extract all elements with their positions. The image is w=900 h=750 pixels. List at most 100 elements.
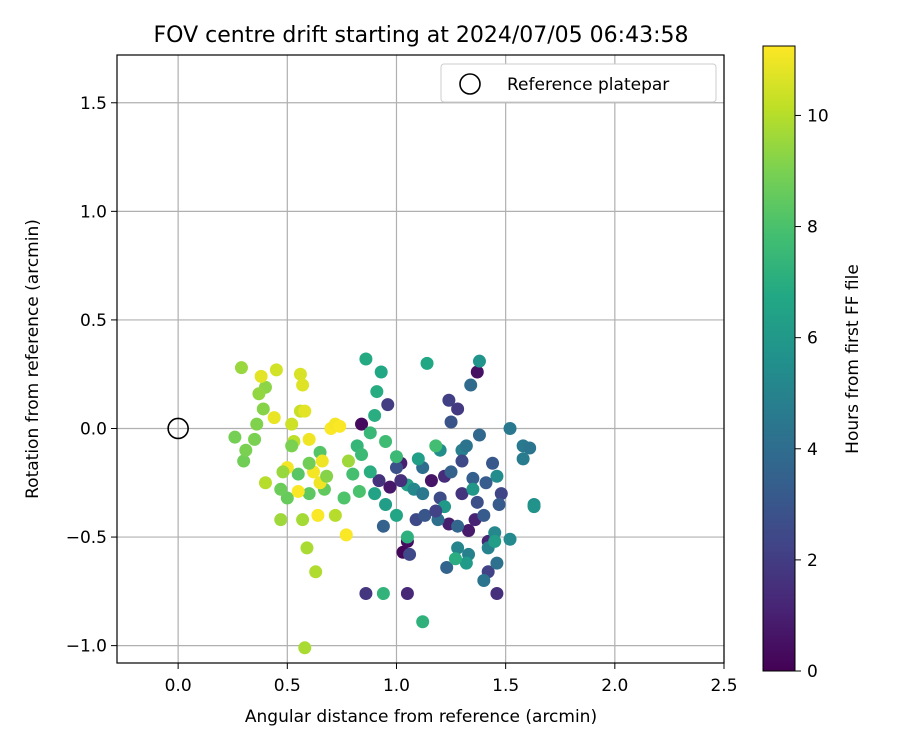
data-point <box>464 378 478 392</box>
data-point <box>486 456 500 470</box>
data-point <box>372 474 386 488</box>
grid <box>117 55 725 663</box>
data-point <box>274 482 288 496</box>
reference-marker <box>167 417 189 440</box>
legend-entry-label: Reference platepar <box>507 75 669 95</box>
data-point <box>300 541 314 555</box>
data-point <box>302 456 316 470</box>
data-point <box>494 487 508 501</box>
data-point <box>420 356 434 370</box>
data-point <box>424 474 438 488</box>
data-point <box>234 361 248 375</box>
reference-point <box>167 417 189 440</box>
data-point <box>479 476 493 490</box>
data-point <box>309 565 323 579</box>
y-tick-label: 1.5 <box>80 94 107 114</box>
data-point <box>516 452 530 466</box>
data-point <box>258 476 272 490</box>
data-point <box>503 532 517 546</box>
y-tick-label: −0.5 <box>66 528 107 548</box>
colorbar-tick-label: 10 <box>807 106 829 126</box>
data-point <box>383 480 397 494</box>
data-point <box>492 497 506 511</box>
y-tick-label: −1.0 <box>66 637 107 657</box>
data-point <box>389 508 403 522</box>
colorbar-tick-label: 4 <box>807 440 818 460</box>
data-point <box>285 417 299 431</box>
data-point <box>466 482 480 496</box>
x-tick-label: 2.0 <box>601 676 628 696</box>
data-point <box>416 487 430 501</box>
data-point <box>302 432 316 446</box>
data-point <box>302 487 316 501</box>
data-point <box>490 587 504 601</box>
data-point <box>429 439 443 453</box>
data-point <box>451 402 465 416</box>
data-point <box>472 354 486 368</box>
data-point <box>448 552 462 566</box>
data-point <box>470 495 484 509</box>
data-point <box>337 491 351 505</box>
data-point <box>333 419 347 433</box>
data-point <box>503 421 517 435</box>
data-point <box>359 587 373 601</box>
data-point <box>296 513 310 527</box>
data-point <box>311 508 325 522</box>
data-point <box>359 352 373 366</box>
colorbar-gradient <box>762 45 796 672</box>
x-tick-label: 0.0 <box>165 676 192 696</box>
data-point <box>274 513 288 527</box>
data-point <box>267 411 281 425</box>
data-point <box>470 365 484 379</box>
data-point <box>355 448 369 462</box>
data-point <box>403 547 417 561</box>
data-point <box>527 500 541 514</box>
data-point <box>237 454 251 468</box>
data-point <box>411 452 425 466</box>
data-point <box>368 408 382 422</box>
data-point <box>451 519 465 533</box>
data-point <box>462 524 476 538</box>
data-point <box>389 450 403 464</box>
data-point <box>298 641 312 655</box>
data-point <box>389 461 403 475</box>
colorbar-tick-label: 6 <box>807 329 818 349</box>
data-point <box>370 385 384 399</box>
colorbar: 0 2 4 6 8 10 Hours from first FF file <box>762 45 863 682</box>
data-point <box>374 365 388 379</box>
data-point <box>490 469 504 483</box>
data-point <box>466 471 480 485</box>
data-point <box>376 519 390 533</box>
data-point <box>254 369 268 383</box>
data-point <box>379 497 393 511</box>
data-point <box>444 415 458 429</box>
data-point <box>472 428 486 442</box>
data-point <box>352 484 366 498</box>
data-point <box>276 465 290 479</box>
data-point <box>363 465 377 479</box>
colorbar-tick-label: 8 <box>807 218 818 238</box>
y-tick-label: 0.0 <box>80 419 107 439</box>
data-point <box>291 484 305 498</box>
data-point <box>444 465 458 479</box>
data-point <box>269 363 283 377</box>
data-point <box>228 430 242 444</box>
data-point <box>368 487 382 501</box>
data-point <box>429 504 443 518</box>
data-point <box>315 454 329 468</box>
data-point <box>451 541 465 555</box>
x-tick-label: 2.5 <box>710 676 737 696</box>
legend-marker-icon <box>459 73 481 95</box>
data-point <box>394 474 408 488</box>
data-point <box>346 467 360 481</box>
data-point <box>293 367 307 381</box>
y-tick-label: 0.5 <box>80 311 107 331</box>
data-point <box>418 508 432 522</box>
y-tick-label: 1.0 <box>80 202 107 222</box>
x-tick-label: 1.0 <box>383 676 410 696</box>
data-point <box>252 387 266 401</box>
x-axis-ticks: 0.0 0.5 1.0 1.5 2.0 2.5 <box>165 663 738 696</box>
data-point <box>256 402 270 416</box>
y-axis-ticks: −1.0 −0.5 0.0 0.5 1.0 1.5 <box>66 94 117 657</box>
